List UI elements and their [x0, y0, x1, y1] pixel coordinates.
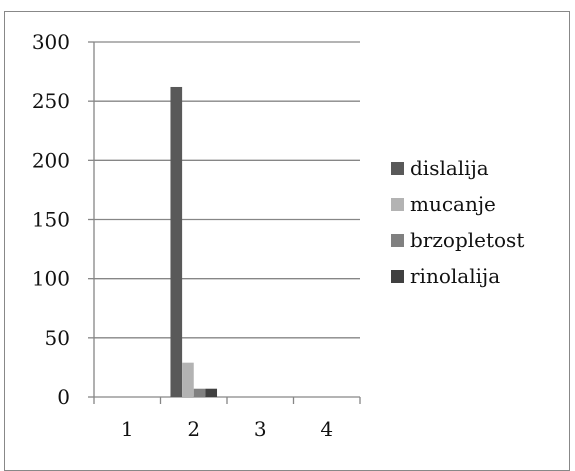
- y-tick-label-50: 50: [45, 326, 70, 350]
- x-tick-label-2: 2: [187, 417, 200, 441]
- legend-swatch-brzopletost: [391, 233, 404, 247]
- legend-label-mucanje: mucanje: [410, 192, 496, 216]
- x-tick-label-4: 4: [320, 417, 333, 441]
- legend-swatch-mucanje: [391, 197, 404, 211]
- legend-label-brzopletost: brzopletost: [410, 228, 525, 252]
- legend-item-dislalija: dislalija: [391, 150, 571, 186]
- bar-brzopletost-2: [193, 388, 206, 397]
- chart-frame: [4, 11, 570, 471]
- y-tick-label-150: 150: [32, 208, 70, 232]
- legend-item-rinolalija: rinolalija: [391, 258, 571, 294]
- x-tick-label-3: 3: [254, 417, 267, 441]
- y-tick-label-200: 200: [32, 148, 70, 172]
- y-tick-label-0: 0: [57, 385, 70, 409]
- bar-dislalija-2: [170, 86, 183, 397]
- y-tick-label-250: 250: [32, 89, 70, 113]
- legend: dislalija mucanje brzopletost rinolalija: [391, 150, 571, 294]
- legend-item-brzopletost: brzopletost: [391, 222, 571, 258]
- legend-swatch-dislalija: [391, 161, 404, 175]
- legend-item-mucanje: mucanje: [391, 186, 571, 222]
- y-tick-label-300: 300: [32, 30, 70, 54]
- y-tick-label-100: 100: [32, 267, 70, 291]
- legend-label-dislalija: dislalija: [410, 156, 489, 180]
- x-tick-label-1: 1: [121, 417, 134, 441]
- bar-rinolalija-2: [205, 388, 218, 397]
- legend-swatch-rinolalija: [391, 269, 404, 283]
- bar-mucanje-2: [182, 362, 194, 397]
- chart-plot: 0 50 100 150 200 250 300 1 2 3 4: [32, 30, 361, 441]
- legend-label-rinolalija: rinolalija: [410, 264, 501, 288]
